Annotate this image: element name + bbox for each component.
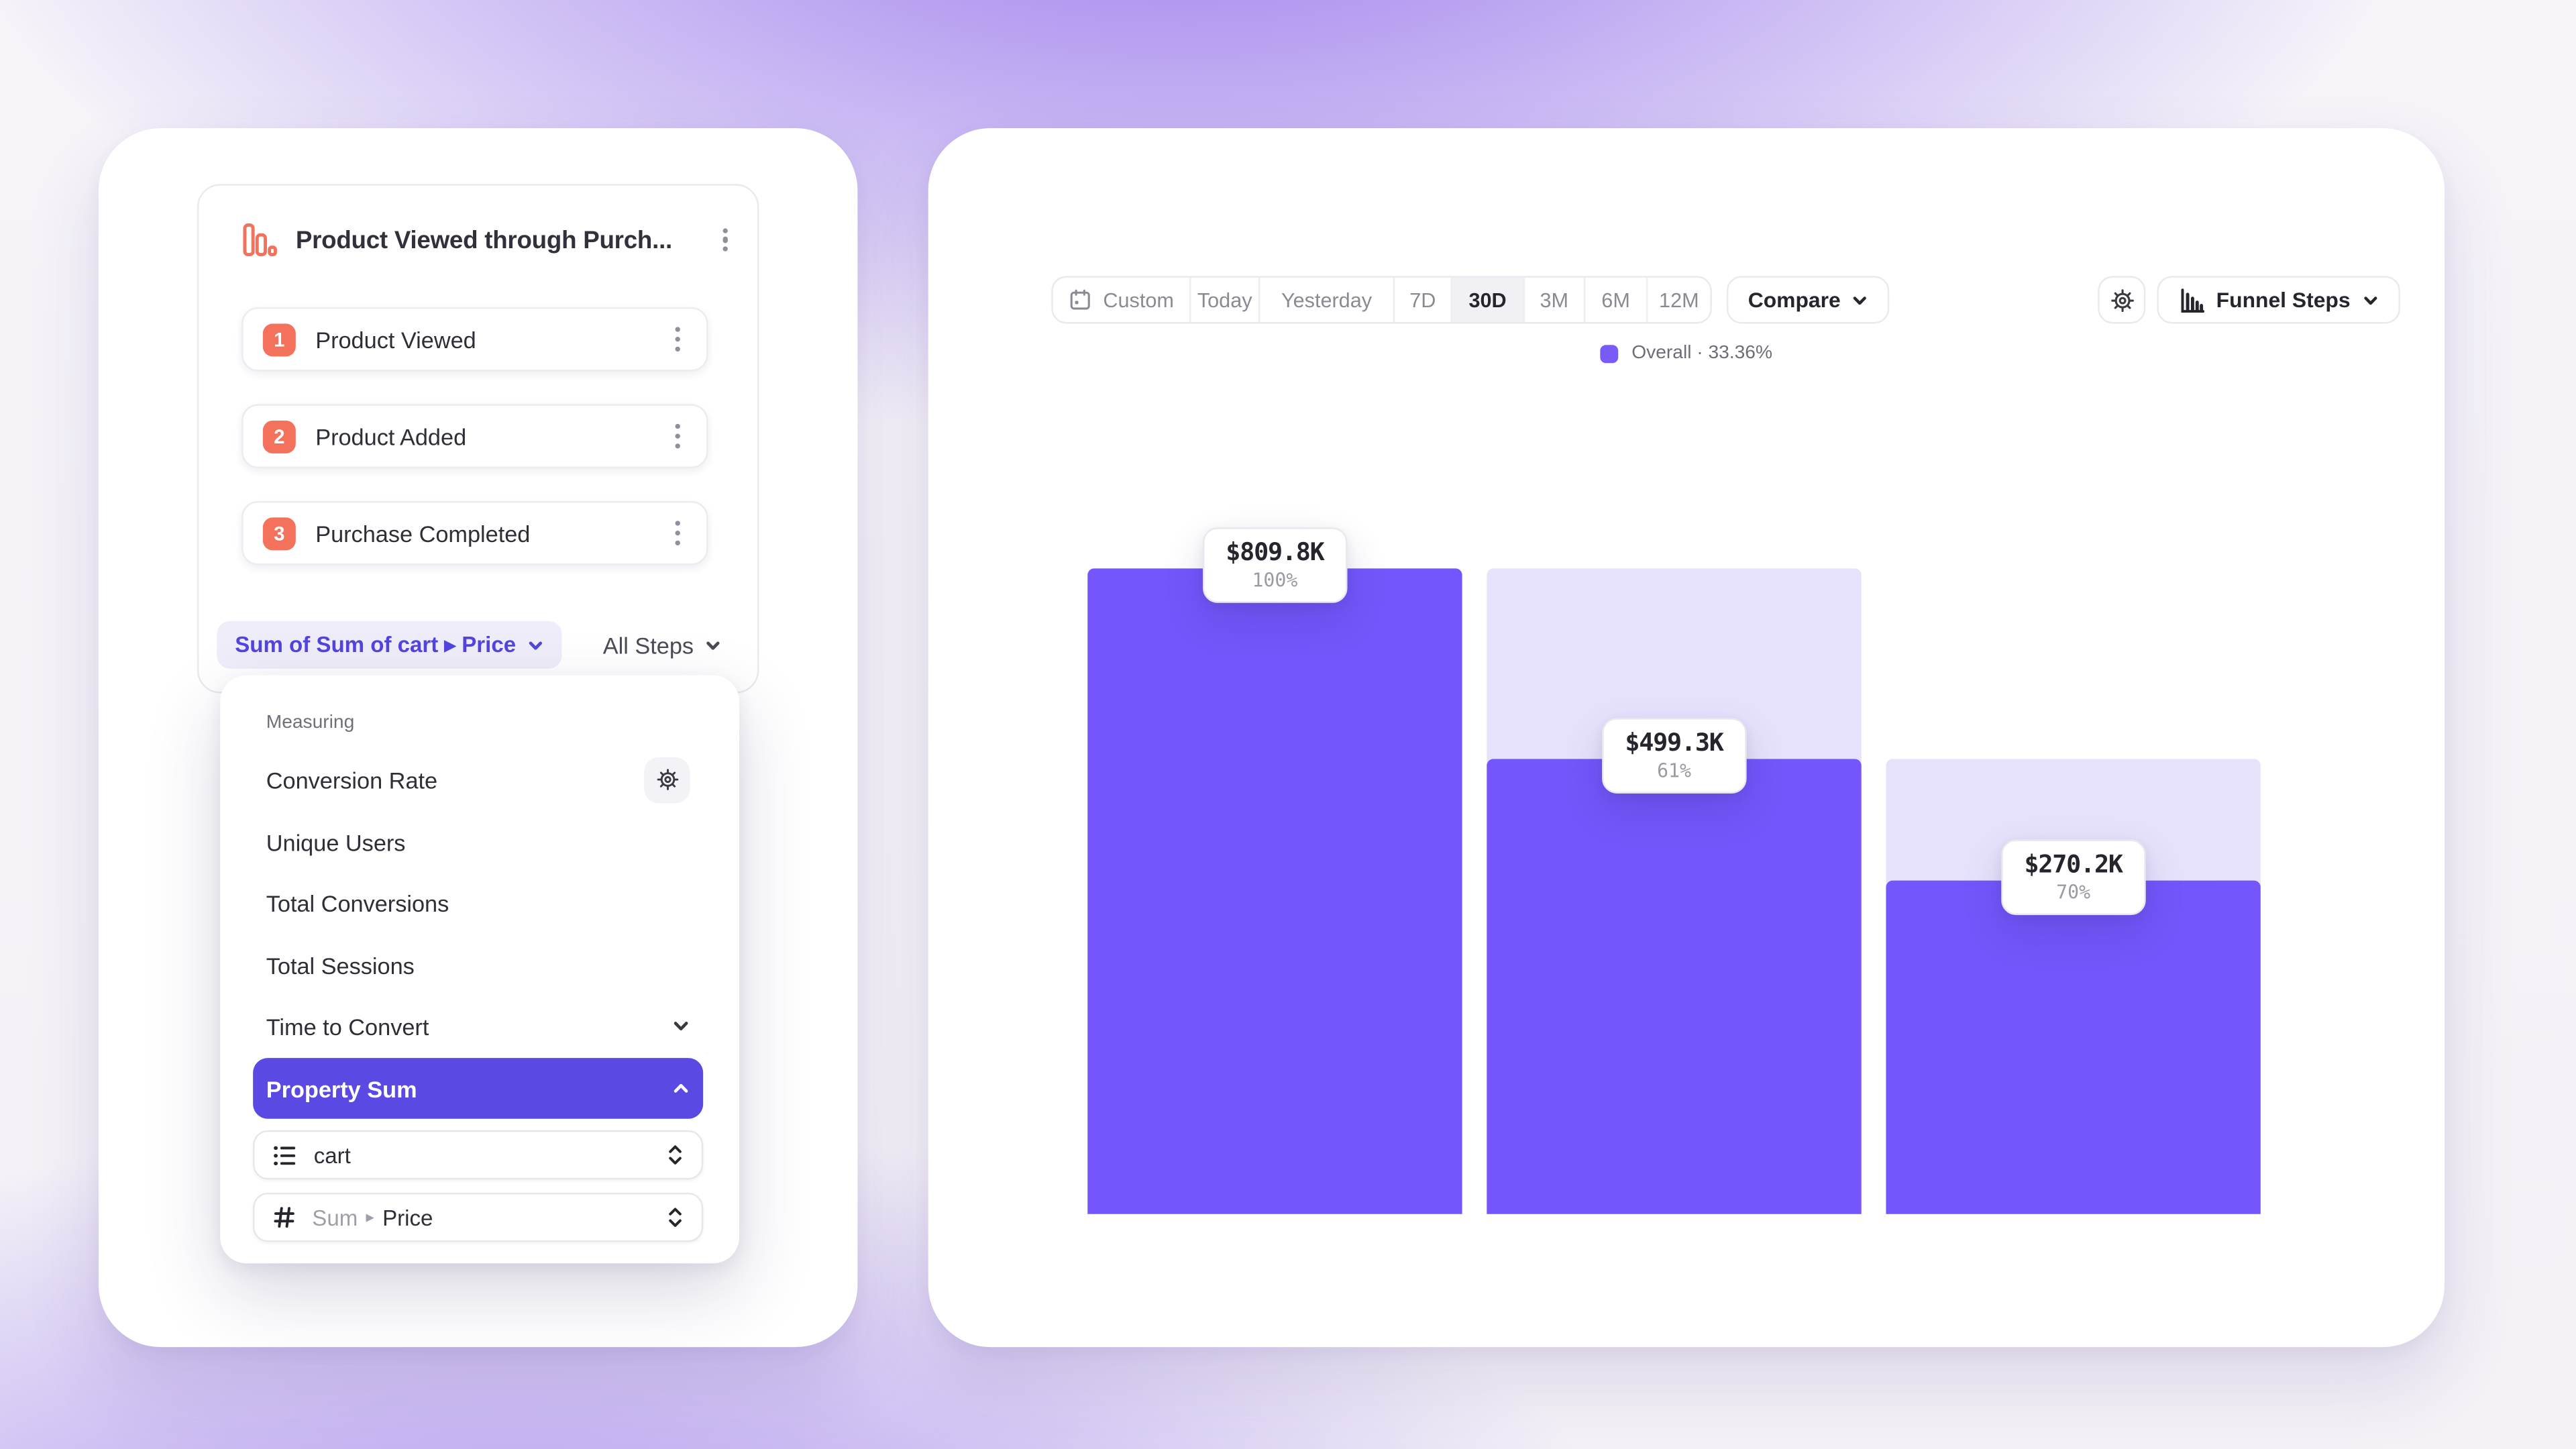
menu-item-property-sum[interactable]: Property Sum [253,1058,704,1119]
step-kebab-menu-icon[interactable] [668,417,686,455]
funnel-chart-card: Custom Today Yesterday 7D 30D 3M 6M 12M … [928,128,2445,1348]
funnel-chart-icon [241,222,278,258]
menu-item-conversion-rate[interactable]: Conversion Rate [253,749,703,810]
chevron-down-icon [706,641,720,649]
steps-scope-dropdown[interactable]: All Steps [603,621,722,669]
chevron-down-icon [1854,296,1867,305]
range-12m[interactable]: 12M [1659,288,1699,312]
funnel-title: Product Viewed through Purch... [295,225,673,254]
menu-item-unique-users[interactable]: Unique Users [266,828,406,855]
value-tooltip-step-3: $270.2K 70% [2001,839,2146,916]
legend-color-swatch [1600,344,1619,363]
funnel-bar-group-step-3: $270.2K 70% [1886,568,2261,1214]
step-label: Product Added [315,423,467,449]
chart-legend-item[interactable]: Overall · 33.36% [928,343,2445,363]
bar-step-2[interactable] [1487,759,1862,1214]
aggregation-prefix: Sum [312,1205,358,1230]
steps-scope-label: All Steps [602,631,694,658]
tooltip-percent: 100% [1252,568,1298,592]
step-label: Product Viewed [315,326,476,353]
aggregation-value: Price [382,1205,433,1230]
measurement-dropdown-label: Sum of Sum of cart ▸ Price [235,631,517,657]
funnel-builder-card: Product Viewed through Purch... 1 Produc… [98,128,858,1348]
step-number-badge: 1 [262,323,296,356]
range-custom[interactable]: Custom [1053,277,1191,323]
aggregation-select[interactable]: Sum ▸ Price [253,1192,704,1242]
chevron-up-icon [672,1079,690,1097]
tooltip-value: $809.8K [1226,537,1324,567]
step-label: Purchase Completed [315,520,531,547]
hash-icon [274,1207,294,1228]
menu-item-time-to-convert[interactable]: Time to Convert [253,996,703,1057]
chart-view-label: Funnel Steps [2216,287,2351,313]
range-yesterday[interactable]: Yesterday [1260,277,1395,323]
breadcrumb-separator: ▸ [366,1208,374,1227]
bar-step-1[interactable] [1087,568,1462,1214]
chevron-down-icon [672,1017,690,1035]
bar-step-3[interactable] [1886,880,2261,1214]
funnel-steps-icon [2181,288,2205,312]
tooltip-value: $270.2K [2024,849,2123,879]
funnel-header: Product Viewed through Purch... [241,215,735,264]
gear-icon [2110,288,2133,311]
tooltip-percent: 70% [2056,880,2091,904]
step-kebab-menu-icon[interactable] [668,321,686,358]
funnel-kebab-menu-icon[interactable] [716,221,734,259]
funnel-definition-box: Product Viewed through Purch... 1 Produc… [197,184,759,694]
funnel-step-row-1[interactable]: 1 Product Viewed [241,307,708,372]
funnel-bar-group-step-1: $809.8K 100% [1087,527,1462,1214]
compare-button[interactable]: Compare [1726,276,1890,324]
range-6m[interactable]: 6M [1585,277,1648,323]
menu-item-total-conversions[interactable]: Total Conversions [266,890,449,916]
chart-settings-button[interactable] [2098,276,2146,324]
step-number-badge: 3 [262,517,296,550]
step-number-badge: 2 [262,419,296,453]
conversion-rate-settings-button[interactable] [644,756,690,803]
value-tooltip-step-1: $809.8K 100% [1202,527,1347,603]
measuring-section-label: Measuring [266,712,355,733]
calendar-icon [1071,289,1091,310]
tooltip-percent: 61% [1657,759,1691,782]
chevron-down-icon [2363,296,2377,305]
measurement-dropdown-trigger[interactable]: Sum of Sum of cart ▸ Price [217,621,562,669]
range-30d-selected[interactable]: 30D [1452,277,1525,323]
chart-view-selector[interactable]: Funnel Steps [2157,276,2400,324]
funnel-step-row-2[interactable]: 2 Product Added [241,404,708,468]
updown-icon [667,1143,683,1166]
range-today[interactable]: Today [1191,277,1260,323]
funnel-bar-group-step-2: $499.3K 61% [1487,568,1862,1214]
menu-item-total-sessions[interactable]: Total Sessions [266,952,415,979]
funnel-step-row-3[interactable]: 3 Purchase Completed [241,500,708,566]
range-3m[interactable]: 3M [1525,277,1586,323]
value-tooltip-step-2: $499.3K 61% [1602,718,1746,794]
updown-icon [667,1206,683,1229]
step-kebab-menu-icon[interactable] [668,515,686,552]
range-7d[interactable]: 7D [1395,277,1452,323]
property-select[interactable]: cart [253,1130,704,1180]
gear-icon [656,769,678,790]
date-range-segmented-control: Custom Today Yesterday 7D 30D 3M 6M 12M [1051,276,1712,324]
chevron-down-icon [529,641,543,649]
measuring-menu: Measuring Conversion Rate Unique Users T… [220,675,740,1264]
property-select-value: cart [313,1142,351,1168]
list-icon [274,1145,296,1165]
tooltip-value: $499.3K [1625,727,1723,757]
funnel-bar-chart: $809.8K 100% $499.3K 61% $270.2K 70% [1087,527,2262,1214]
legend-label: Overall · 33.36% [1631,343,1773,364]
